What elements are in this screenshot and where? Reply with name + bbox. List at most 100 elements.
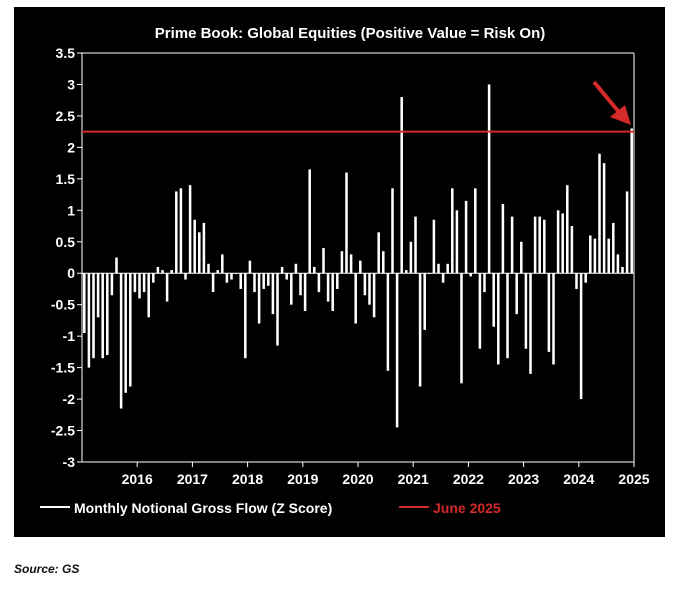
bar bbox=[92, 273, 95, 359]
bar bbox=[598, 153, 601, 274]
bar bbox=[405, 270, 408, 274]
bar bbox=[303, 273, 307, 311]
bar bbox=[253, 273, 256, 293]
y-tick-label: -2 bbox=[63, 391, 76, 407]
y-tick-label: -3 bbox=[63, 454, 76, 470]
bar bbox=[202, 222, 206, 274]
bar bbox=[547, 273, 551, 352]
bar bbox=[313, 266, 316, 274]
bar bbox=[124, 273, 127, 393]
legend-label-gross-flow: Monthly Notional Gross Flow (Z Score) bbox=[74, 500, 332, 516]
bar bbox=[96, 273, 100, 318]
bar bbox=[133, 273, 137, 293]
bar bbox=[483, 273, 486, 293]
bar bbox=[552, 273, 555, 365]
arrow-annotation bbox=[592, 80, 631, 125]
x-tick-label: 2024 bbox=[563, 471, 594, 487]
bar bbox=[216, 270, 219, 274]
y-tick-label: 0.5 bbox=[56, 234, 76, 250]
bar bbox=[538, 216, 541, 274]
bar bbox=[630, 128, 633, 274]
bar bbox=[451, 188, 454, 274]
bar bbox=[556, 210, 560, 274]
bar bbox=[543, 219, 546, 274]
bar bbox=[579, 273, 583, 400]
bar bbox=[299, 273, 302, 296]
bar bbox=[83, 273, 86, 334]
bar bbox=[469, 273, 472, 277]
bar bbox=[115, 257, 118, 274]
y-tick-label: 1.5 bbox=[56, 171, 76, 187]
bar bbox=[575, 273, 578, 289]
bar bbox=[566, 185, 569, 274]
chart-svg: Prime Book: Global Equities (Positive Va… bbox=[40, 25, 650, 516]
x-tick-label: 2023 bbox=[508, 471, 539, 487]
bar bbox=[529, 273, 532, 374]
bar bbox=[446, 263, 449, 274]
bar bbox=[317, 273, 321, 293]
bar bbox=[432, 219, 436, 274]
bar bbox=[616, 254, 620, 274]
y-tick-label: -1 bbox=[63, 328, 76, 344]
bar bbox=[460, 273, 463, 384]
bar bbox=[612, 222, 615, 274]
bar bbox=[409, 241, 413, 274]
bar bbox=[87, 273, 91, 368]
bar bbox=[271, 273, 275, 315]
bar bbox=[561, 213, 564, 274]
bar bbox=[188, 185, 192, 274]
bar bbox=[211, 273, 215, 293]
bar bbox=[230, 273, 233, 280]
bar bbox=[621, 266, 624, 274]
bar bbox=[239, 273, 242, 289]
bar bbox=[101, 273, 104, 359]
bar bbox=[354, 273, 357, 324]
bar bbox=[474, 188, 477, 274]
bar bbox=[368, 273, 371, 305]
source-note: Source: GS bbox=[14, 562, 80, 576]
bar bbox=[152, 273, 155, 283]
x-tick-label: 2025 bbox=[618, 471, 649, 487]
bar bbox=[395, 273, 399, 428]
bar bbox=[165, 273, 169, 302]
bar bbox=[345, 172, 348, 274]
bar bbox=[175, 191, 178, 274]
bar bbox=[110, 273, 114, 296]
bar bbox=[464, 200, 468, 274]
bar bbox=[267, 273, 270, 286]
x-tick-label: 2017 bbox=[177, 471, 208, 487]
bar bbox=[257, 273, 261, 324]
bar bbox=[372, 273, 376, 318]
bar bbox=[497, 273, 500, 365]
bar bbox=[386, 273, 390, 371]
bar bbox=[418, 273, 422, 387]
bar bbox=[377, 232, 380, 274]
chart-title: Prime Book: Global Equities (Positive Va… bbox=[155, 25, 546, 42]
bar bbox=[142, 273, 146, 293]
bars bbox=[82, 84, 634, 428]
bar bbox=[244, 273, 247, 359]
bar bbox=[119, 273, 123, 409]
y-tick-label: 2 bbox=[67, 139, 75, 155]
bar bbox=[607, 238, 610, 274]
bar bbox=[349, 254, 353, 274]
bar bbox=[276, 273, 279, 346]
bar bbox=[129, 273, 132, 387]
bar bbox=[322, 248, 325, 274]
bar bbox=[170, 270, 173, 274]
y-tick-label: 0 bbox=[67, 265, 75, 281]
x-tick-label: 2021 bbox=[398, 471, 429, 487]
bar bbox=[391, 188, 394, 274]
bar bbox=[423, 273, 426, 330]
y-tick-label: 3 bbox=[67, 76, 75, 92]
x-tick-label: 2018 bbox=[232, 471, 263, 487]
x-axis: 2016 2017 2018 2019 2020 2021 2022 2023 2024 2025 bbox=[82, 461, 650, 487]
x-tick-label: 2016 bbox=[122, 471, 153, 487]
bar bbox=[382, 251, 385, 274]
bar bbox=[510, 216, 514, 274]
bar bbox=[602, 163, 606, 274]
bar bbox=[520, 241, 523, 274]
y-tick-label: 1 bbox=[67, 202, 75, 218]
bar bbox=[455, 210, 459, 274]
bar bbox=[184, 273, 187, 280]
